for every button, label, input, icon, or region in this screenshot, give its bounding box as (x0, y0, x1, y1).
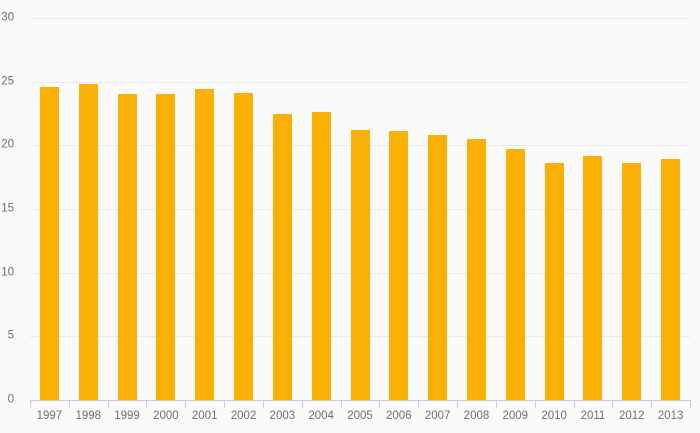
x-axis-tick (457, 400, 458, 408)
gridline (30, 18, 690, 19)
y-axis-tick-label: 20 (1, 138, 14, 151)
x-axis-tick-label: 2007 (424, 410, 451, 422)
bar[interactable] (544, 163, 564, 400)
x-axis-tick-label: 2008 (463, 410, 490, 422)
bar[interactable] (195, 89, 215, 400)
x-axis-tick-label: 2003 (269, 410, 296, 422)
bar[interactable] (117, 94, 137, 400)
y-axis-tick-label: 0 (7, 393, 14, 406)
y-axis-tick-label: 25 (1, 74, 14, 87)
x-axis-tick (341, 400, 342, 408)
x-axis-tick (108, 400, 109, 408)
y-axis-tick-label: 30 (1, 11, 14, 24)
x-axis-tick (263, 400, 264, 408)
x-axis-tick-label: 2010 (541, 410, 567, 422)
x-axis-tick-label: 2000 (153, 410, 179, 422)
bar[interactable] (583, 155, 603, 400)
x-axis-line (30, 400, 690, 401)
bar[interactable] (428, 135, 448, 400)
x-axis-tick-label: 1998 (75, 410, 102, 422)
x-axis-tick-label: 2005 (347, 410, 373, 422)
x-axis-tick-label: 1999 (114, 410, 140, 422)
x-axis-tick (69, 400, 70, 408)
x-axis-tick (690, 400, 691, 408)
x-axis-tick (185, 400, 186, 408)
x-axis-tick (224, 400, 225, 408)
bar[interactable] (156, 94, 176, 400)
x-axis-tick (651, 400, 652, 408)
bar[interactable] (78, 84, 98, 400)
bar[interactable] (505, 149, 525, 400)
x-axis-tick-label: 2002 (230, 410, 257, 422)
x-axis-tick (302, 400, 303, 408)
bar[interactable] (389, 131, 409, 400)
x-axis-tick (574, 400, 575, 408)
x-axis-tick-label: 2013 (657, 410, 684, 422)
x-axis-tick (535, 400, 536, 408)
y-axis-tick-label: 10 (1, 265, 14, 278)
x-axis-tick-label: 2009 (502, 410, 529, 422)
bar[interactable] (311, 112, 331, 400)
bar[interactable] (272, 113, 292, 400)
y-axis-tick-label: 15 (1, 202, 14, 215)
bar[interactable] (350, 130, 370, 400)
x-axis-tick (379, 400, 380, 408)
x-axis-tick (30, 400, 31, 408)
x-axis-tick (418, 400, 419, 408)
x-axis-tick (146, 400, 147, 408)
x-axis-tick-label: 2001 (191, 410, 218, 422)
x-axis-tick-label: 2006 (386, 410, 412, 422)
bar[interactable] (466, 138, 486, 400)
bar-series (30, 18, 690, 400)
x-axis-tick-label: 2012 (618, 410, 645, 422)
y-axis-tick-label: 5 (7, 329, 14, 342)
x-axis-tick-label: 2011 (580, 410, 606, 422)
bar[interactable] (661, 159, 681, 400)
x-axis-tick-label: 1997 (36, 410, 63, 422)
x-axis-tick (496, 400, 497, 408)
x-axis-tick (612, 400, 613, 408)
x-axis-tick-label: 2004 (308, 410, 334, 422)
bar[interactable] (234, 93, 254, 400)
bar[interactable] (39, 86, 59, 400)
gridline (30, 81, 690, 83)
bar[interactable] (622, 163, 642, 400)
